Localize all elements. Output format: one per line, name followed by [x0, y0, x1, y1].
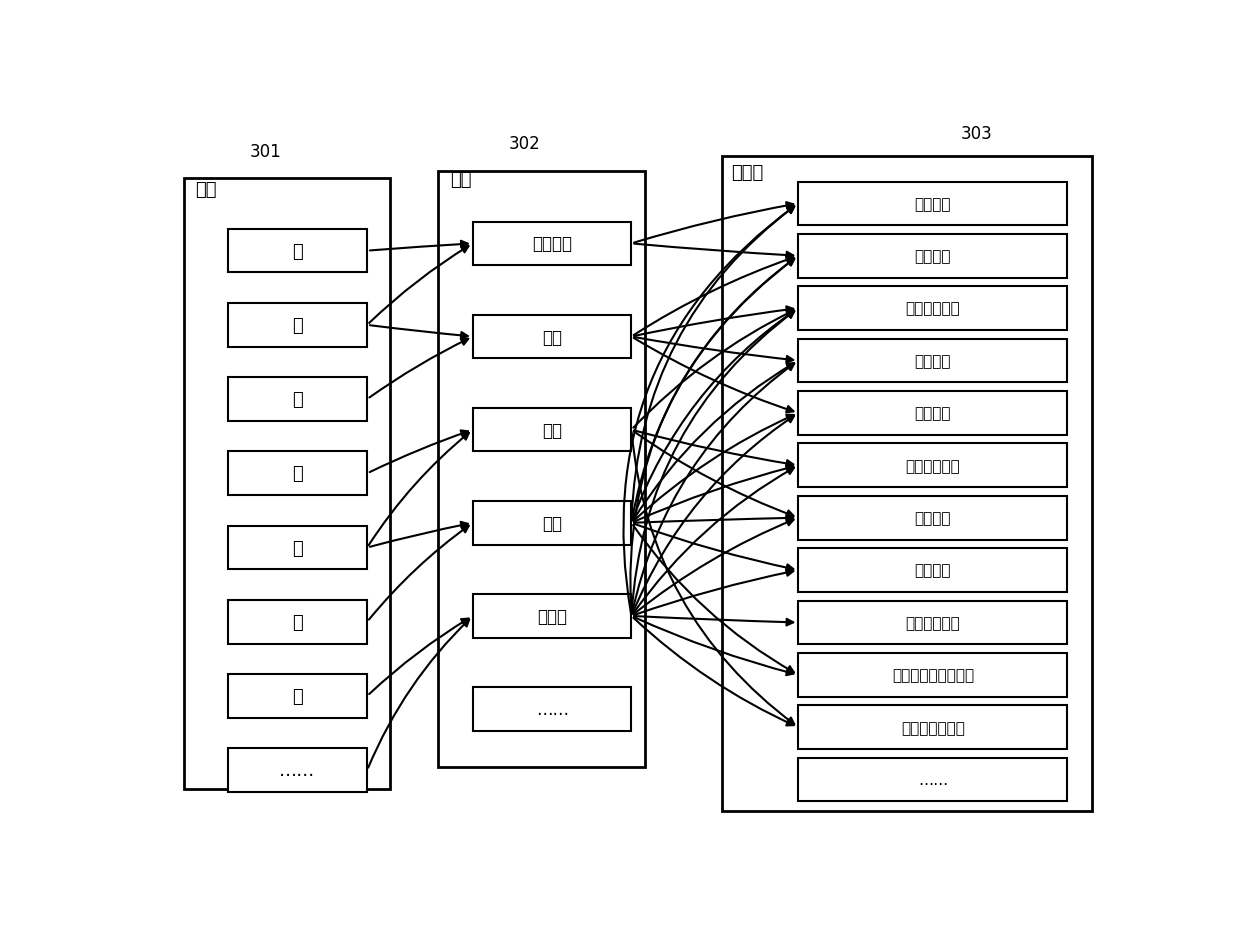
Bar — [799, 339, 1068, 383]
Bar — [799, 235, 1068, 278]
Text: 己: 己 — [293, 613, 303, 632]
Bar — [228, 526, 367, 570]
Text: 骑手: 骑手 — [542, 421, 562, 439]
Bar — [228, 378, 367, 421]
Bar — [722, 157, 1092, 811]
Bar — [228, 749, 367, 792]
Text: 功能点: 功能点 — [732, 164, 764, 182]
Text: 302: 302 — [510, 135, 541, 153]
Bar — [799, 444, 1068, 488]
Bar — [228, 304, 367, 347]
Bar — [799, 601, 1068, 645]
Text: 丙: 丙 — [293, 391, 303, 409]
Text: 订单管理: 订单管理 — [915, 563, 951, 578]
Bar — [799, 758, 1068, 801]
Bar — [799, 287, 1068, 330]
Text: ……: …… — [279, 762, 316, 780]
Bar — [472, 315, 631, 359]
Text: 管理自家订单: 管理自家订单 — [905, 615, 960, 631]
Bar — [472, 595, 631, 638]
Bar — [439, 172, 645, 767]
Text: 303: 303 — [961, 125, 992, 143]
Bar — [799, 548, 1068, 592]
Bar — [472, 409, 631, 452]
Bar — [472, 687, 631, 732]
Bar — [228, 674, 367, 718]
Text: 运营: 运营 — [542, 514, 562, 532]
Text: 管理员: 管理员 — [537, 607, 567, 625]
Text: 甲: 甲 — [293, 243, 303, 261]
Bar — [799, 392, 1068, 435]
Text: 管理自家套餐: 管理自家套餐 — [905, 459, 960, 473]
Text: 查看自己的订单: 查看自己的订单 — [901, 720, 965, 735]
Bar — [228, 452, 367, 496]
Bar — [228, 229, 367, 273]
Text: 查看自己派送的订单: 查看自己派送的订单 — [892, 667, 973, 683]
Text: ……: …… — [536, 700, 569, 718]
Text: 商户: 商户 — [542, 329, 562, 346]
Text: 戊: 戊 — [293, 539, 303, 557]
Bar — [799, 497, 1068, 540]
Bar — [799, 182, 1068, 226]
Text: 门店管理: 门店管理 — [915, 249, 951, 264]
Text: 查看套餐: 查看套餐 — [915, 511, 951, 526]
Text: 套餐管理: 套餐管理 — [915, 406, 951, 421]
Text: 管理自家门店: 管理自家门店 — [905, 301, 960, 316]
Bar — [472, 501, 631, 545]
Bar — [184, 178, 391, 789]
Bar — [799, 653, 1068, 697]
Bar — [472, 223, 631, 266]
Text: 普通用户: 普通用户 — [532, 235, 572, 253]
Text: ……: …… — [918, 772, 949, 787]
Text: 丁: 丁 — [293, 464, 303, 482]
Text: 角色: 角色 — [450, 171, 471, 189]
Text: 用户: 用户 — [196, 180, 217, 198]
Text: 301: 301 — [249, 143, 281, 160]
Text: 查看门店: 查看门店 — [915, 354, 951, 369]
Bar — [799, 706, 1068, 750]
Text: 公共接口: 公共接口 — [915, 196, 951, 211]
Bar — [228, 600, 367, 644]
Text: 庚: 庚 — [293, 687, 303, 705]
Text: 乙: 乙 — [293, 316, 303, 334]
